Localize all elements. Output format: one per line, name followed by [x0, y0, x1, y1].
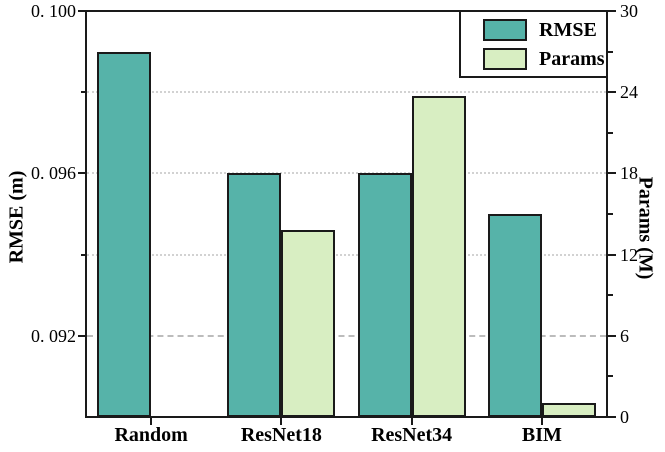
- right-major-tick: [608, 334, 616, 337]
- legend-row-params: Params: [483, 47, 606, 70]
- left-major-tick: [78, 172, 86, 175]
- right-minor-tick: [608, 131, 613, 134]
- x-category-label: ResNet18: [240, 424, 322, 446]
- legend-label-rmse: RMSE: [539, 18, 597, 41]
- left-major-tick: [78, 334, 86, 337]
- right-major-tick: [608, 253, 616, 256]
- bar-rmse-random: [97, 51, 152, 417]
- x-category-label: ResNet34: [371, 424, 453, 446]
- right-tick-label: 18: [620, 163, 638, 184]
- gridline: [87, 172, 606, 175]
- x-tick: [280, 418, 283, 425]
- bar-rmse-bim: [487, 214, 542, 417]
- legend-swatch-rmse: [483, 18, 527, 41]
- legend: RMSE Params: [459, 10, 608, 78]
- left-axis-title: RMSE (m): [5, 170, 28, 264]
- legend-label-params: Params: [539, 47, 605, 70]
- bar-params-resnet34: [411, 96, 466, 417]
- left-major-tick: [78, 10, 86, 12]
- right-tick-label: 0: [620, 407, 629, 427]
- right-tick-label: 30: [620, 1, 638, 21]
- x-category-label: BIM: [521, 424, 562, 446]
- bar-params-bim: [541, 403, 596, 417]
- right-minor-tick: [608, 213, 613, 215]
- right-major-tick: [608, 416, 616, 418]
- right-major-tick: [608, 91, 616, 94]
- right-major-tick: [608, 172, 616, 175]
- gridline: [87, 91, 606, 94]
- legend-swatch-params: [483, 47, 527, 70]
- gridline: [87, 334, 606, 337]
- bar-rmse-resnet34: [357, 173, 412, 417]
- right-tick-label: 12: [620, 244, 638, 265]
- right-minor-tick: [608, 50, 613, 53]
- left-minor-tick: [81, 253, 86, 256]
- legend-row-rmse: RMSE: [483, 18, 606, 41]
- right-minor-tick: [608, 294, 613, 297]
- left-tick-label: 0. 096: [31, 163, 76, 184]
- right-minor-tick: [608, 375, 613, 378]
- right-axis-title: Params (M): [634, 176, 657, 280]
- x-tick: [410, 418, 413, 425]
- x-category-label: Random: [114, 424, 188, 446]
- left-minor-tick: [81, 91, 86, 94]
- x-tick: [150, 418, 153, 425]
- gridline: [87, 253, 606, 256]
- right-tick-label: 24: [620, 82, 638, 103]
- bar-rmse-resnet18: [227, 173, 282, 417]
- right-tick-label: 6: [620, 325, 629, 346]
- x-tick: [540, 418, 543, 425]
- left-tick-label: 0. 092: [31, 325, 76, 346]
- bar-params-resnet18: [281, 230, 336, 417]
- left-tick-label: 0. 100: [31, 1, 76, 21]
- right-major-tick: [608, 10, 616, 12]
